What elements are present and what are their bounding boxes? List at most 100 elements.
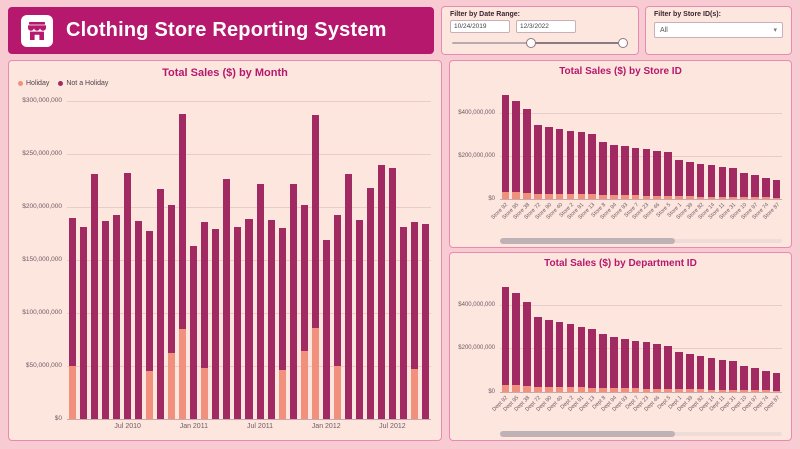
bar-dept-90[interactable] xyxy=(545,320,553,392)
bar-segment-holiday xyxy=(501,191,510,199)
bar-nov-2011[interactable] xyxy=(300,204,308,419)
bar-dept-94[interactable] xyxy=(610,336,618,392)
bar-segment-holiday xyxy=(675,389,683,392)
chart-scrollbar[interactable] xyxy=(500,238,675,244)
store-id-dropdown[interactable]: All ▾ xyxy=(654,22,783,38)
bar-mar-2010[interactable] xyxy=(80,227,88,419)
chart-scrollbar[interactable] xyxy=(500,431,675,437)
bar-jun-2010[interactable] xyxy=(113,215,121,419)
bar-oct-2011[interactable] xyxy=(289,183,297,419)
bar-dept-46[interactable] xyxy=(653,344,662,392)
bar-store-5[interactable] xyxy=(664,152,672,199)
bar-apr-2011[interactable] xyxy=(223,179,231,419)
bar-store-13[interactable] xyxy=(588,134,596,199)
bar-dept-31[interactable] xyxy=(729,361,737,392)
bar-store-94[interactable] xyxy=(610,144,618,199)
bar-store-2[interactable] xyxy=(566,130,575,199)
bar-dept-39[interactable] xyxy=(686,353,694,392)
bar-jun-2011[interactable] xyxy=(245,218,253,419)
bar-jul-2012[interactable] xyxy=(388,167,396,419)
bar-feb-2010[interactable] xyxy=(68,217,77,419)
bar-apr-2010[interactable] xyxy=(91,174,99,419)
bar-dec-2011[interactable] xyxy=(311,114,319,419)
bar-dept-2[interactable] xyxy=(566,324,575,392)
bar-store-46[interactable] xyxy=(653,150,662,199)
bar-mar-2012[interactable] xyxy=(344,174,352,419)
date-start-input[interactable] xyxy=(450,20,510,33)
bar-feb-2012[interactable] xyxy=(333,215,341,419)
bar-dept-1[interactable] xyxy=(675,351,683,392)
bar-dept-97[interactable] xyxy=(751,368,759,392)
bar-store-82[interactable] xyxy=(696,163,705,199)
bar-oct-2010[interactable] xyxy=(157,188,165,419)
y-axis-label: $50,000,000 xyxy=(25,362,62,369)
bar-store-38[interactable] xyxy=(523,108,531,199)
bar-jun-2012[interactable] xyxy=(377,164,385,419)
bar-dept-5[interactable] xyxy=(664,345,672,392)
bar-dept-13[interactable] xyxy=(588,329,596,392)
bar-dept-11[interactable] xyxy=(718,359,727,392)
bar-oct-2012[interactable] xyxy=(421,223,429,419)
bar-dec-2010[interactable] xyxy=(179,113,187,419)
bar-store-7[interactable] xyxy=(631,147,640,199)
bar-dept-14[interactable] xyxy=(707,357,716,392)
bar-dept-10[interactable] xyxy=(740,366,748,392)
bar-store-90[interactable] xyxy=(545,127,553,199)
bar-store-14[interactable] xyxy=(707,165,716,199)
bar-jan-2011[interactable] xyxy=(190,246,198,419)
bar-store-93[interactable] xyxy=(620,146,629,199)
bar-sep-2010[interactable] xyxy=(146,231,154,419)
bar-store-91[interactable] xyxy=(577,132,586,199)
bar-store-95[interactable] xyxy=(512,101,521,199)
bar-mar-2011[interactable] xyxy=(212,229,220,419)
bar-dept-23[interactable] xyxy=(642,342,651,392)
bar-sep-2012[interactable] xyxy=(410,221,418,419)
bar-dept-87[interactable] xyxy=(772,372,781,392)
bar-dept-7[interactable] xyxy=(631,340,640,392)
bar-may-2012[interactable] xyxy=(366,187,374,419)
bar-store-87[interactable] xyxy=(772,179,781,199)
bar-jul-2011[interactable] xyxy=(256,183,264,419)
bar-apr-2012[interactable] xyxy=(355,219,363,419)
bar-aug-2011[interactable] xyxy=(267,219,275,419)
bar-store-92[interactable] xyxy=(501,94,510,199)
bar-dept-8[interactable] xyxy=(599,334,607,392)
slider-handle-end[interactable] xyxy=(618,38,628,48)
bar-dept-38[interactable] xyxy=(523,301,531,392)
bar-store-72[interactable] xyxy=(534,125,542,199)
bar-store-8[interactable] xyxy=(599,142,607,199)
bar-dept-91[interactable] xyxy=(577,326,586,392)
bar-dept-40[interactable] xyxy=(555,322,564,392)
bar-dept-82[interactable] xyxy=(696,356,705,392)
bar-dept-72[interactable] xyxy=(534,316,542,392)
bar-nov-2010[interactable] xyxy=(168,204,176,419)
bar-sep-2011[interactable] xyxy=(278,228,286,419)
bar-segment-holiday xyxy=(653,388,662,392)
bar-store-40[interactable] xyxy=(555,128,564,199)
bar-may-2011[interactable] xyxy=(234,227,242,419)
bar-store-39[interactable] xyxy=(686,161,694,199)
bar-dept-95[interactable] xyxy=(512,292,521,392)
y-axis-label: $0 xyxy=(54,415,62,422)
slider-handle-start[interactable] xyxy=(525,38,536,48)
bar-store-31[interactable] xyxy=(729,168,737,199)
bar-segment-holiday xyxy=(707,196,716,199)
bar-jan-2012[interactable] xyxy=(322,239,330,419)
bar-aug-2010[interactable] xyxy=(135,220,143,419)
bar-aug-2012[interactable] xyxy=(399,227,407,419)
bar-feb-2011[interactable] xyxy=(201,221,209,419)
bar-store-11[interactable] xyxy=(718,166,727,199)
date-end-input[interactable] xyxy=(516,20,576,33)
bar-store-1[interactable] xyxy=(675,160,683,199)
bar-segment-holiday xyxy=(696,196,705,199)
bar-dept-74[interactable] xyxy=(761,371,770,392)
bar-jul-2010[interactable] xyxy=(124,173,132,419)
date-range-slider[interactable] xyxy=(450,36,630,50)
bar-store-10[interactable] xyxy=(740,173,748,199)
bar-may-2010[interactable] xyxy=(102,220,110,419)
bar-store-97[interactable] xyxy=(751,175,759,199)
bar-dept-93[interactable] xyxy=(620,338,629,392)
bar-store-23[interactable] xyxy=(642,149,651,199)
bar-dept-92[interactable] xyxy=(501,287,510,392)
bar-store-74[interactable] xyxy=(761,177,770,199)
